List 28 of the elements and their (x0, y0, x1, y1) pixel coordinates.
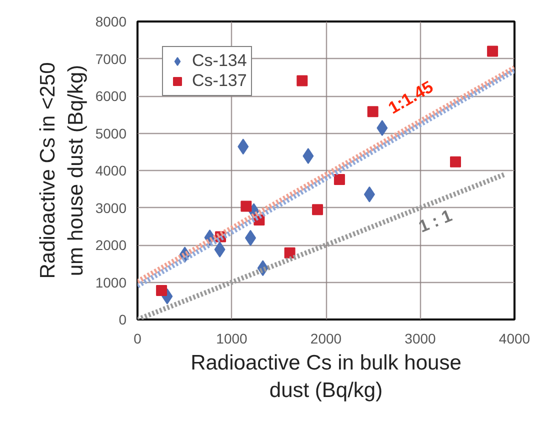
point (296, 75, 308, 86)
y-tick-label: 7000 (95, 50, 127, 67)
x-tick-label: 3000 (404, 330, 436, 346)
x-tick-label: 0 (134, 330, 142, 346)
point (334, 174, 345, 185)
x-tick-label: 1000 (216, 330, 248, 346)
point (450, 156, 461, 168)
point (367, 106, 378, 118)
x-tick-label: 2000 (310, 330, 342, 346)
legend-label: Cs-134 (192, 51, 247, 71)
point (312, 204, 324, 216)
point (156, 284, 168, 296)
y-tick-label: 0 (118, 312, 127, 328)
y-axis-title: Radioactive Cs in <250 um house dust (Bq/kg) (36, 62, 88, 279)
x-axis-title: Radioactive Cs in bulk house dust (Bq/kg) (190, 352, 462, 402)
legend-label: Cs-137 (192, 71, 247, 91)
point (284, 247, 296, 258)
x-tick-label: 4000 (498, 330, 530, 346)
y-tick-label: 2000 (95, 237, 127, 253)
point (240, 200, 252, 212)
point (487, 46, 498, 57)
y-tick-label: 4000 (95, 162, 127, 178)
y-tick-label: 6000 (95, 88, 127, 104)
y-tick-label: 1000 (95, 274, 127, 290)
y-tick-label: 8000 (95, 14, 127, 30)
y-tick-label: 5000 (95, 125, 127, 142)
y-tick-label: 3000 (95, 200, 127, 216)
annotation: 1 : 1 (416, 206, 455, 236)
